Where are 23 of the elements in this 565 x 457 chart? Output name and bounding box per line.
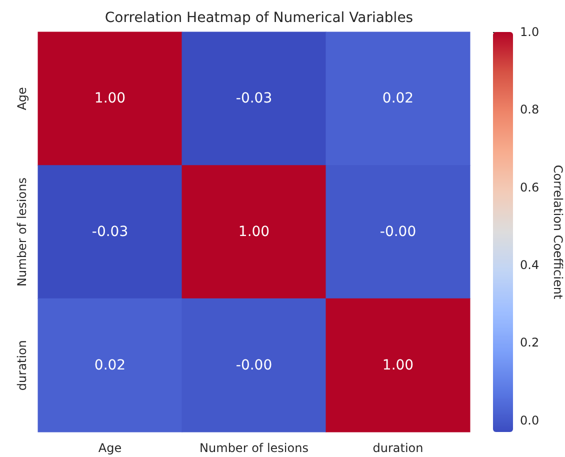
data-label: 1.00: [94, 90, 126, 107]
y-tick-label: Age: [15, 87, 29, 110]
data-label: -0.03: [92, 224, 128, 240]
data-label: -0.00: [236, 357, 272, 374]
x-tick-label: Number of lesions: [200, 441, 308, 455]
data-label: 0.02: [94, 357, 126, 374]
x-tick-label: Age: [98, 441, 122, 455]
color-bar-label: 0.0: [520, 413, 540, 428]
color-bar-label: 1.0: [520, 25, 540, 39]
color-bar-label: 0.4: [520, 258, 540, 272]
y-tick-label: duration: [15, 340, 29, 391]
color-bar-label: 0.8: [520, 102, 540, 117]
y-tick-label: Number of lesions: [15, 178, 29, 286]
data-label: -0.00: [380, 224, 416, 240]
data-label: 1.00: [382, 357, 414, 374]
data-label: 0.02: [382, 90, 414, 107]
color-bar-title: Correlation Coefficient: [551, 164, 565, 300]
color-bar-label: 0.2: [520, 336, 540, 350]
data-label: 1.00: [238, 224, 270, 240]
data-label: -0.03: [236, 90, 272, 107]
x-tick-label: duration: [372, 441, 424, 455]
chart-title: Correlation Heatmap of Numerical Variables: [104, 10, 414, 26]
color-bar-label: 0.6: [520, 180, 540, 194]
